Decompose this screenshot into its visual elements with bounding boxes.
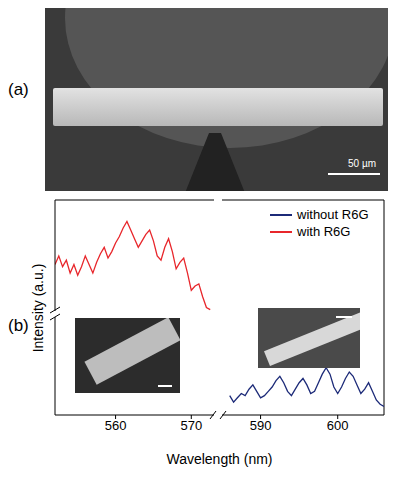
html-text:without R6G: without R6G: [297, 207, 369, 222]
html-text:Intensity (a.u.): Intensity (a.u.): [30, 263, 46, 353]
svg-text:600: 600: [327, 418, 349, 433]
svg-text:560: 560: [105, 418, 127, 433]
html-text:(a): (a): [8, 80, 29, 99]
svg-text:570: 570: [180, 418, 202, 433]
html-text:50 µm: 50 µm: [348, 158, 376, 169]
html-text:with R6G: with R6G: [297, 224, 351, 239]
html-text:(b): (b): [8, 316, 29, 335]
html-text:Wavelength (nm): Wavelength (nm): [166, 451, 273, 467]
svg-text:590: 590: [250, 418, 272, 433]
